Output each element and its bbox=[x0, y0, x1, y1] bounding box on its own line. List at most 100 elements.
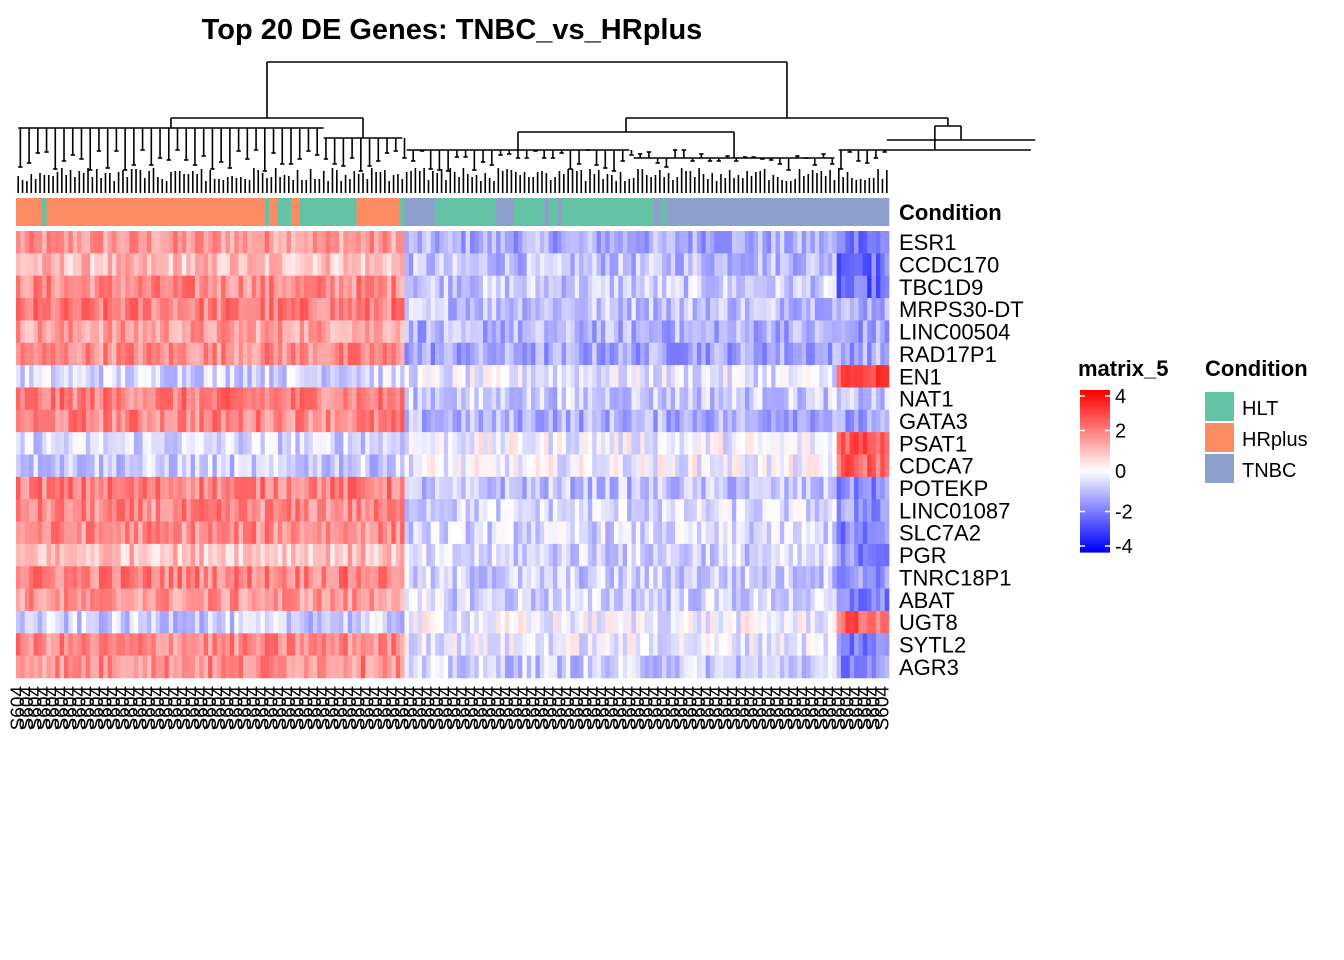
heatmap-cell bbox=[644, 655, 650, 679]
heatmap-cell bbox=[417, 454, 423, 478]
heatmap-cell bbox=[810, 521, 816, 545]
heatmap-cell bbox=[203, 231, 209, 254]
heatmap-cell bbox=[618, 566, 624, 589]
condition-annotation-cell bbox=[622, 198, 628, 226]
color-scale-swatch bbox=[1080, 489, 1110, 494]
heatmap-cell bbox=[587, 298, 593, 321]
heatmap-cell bbox=[133, 499, 139, 522]
heatmap-cell bbox=[24, 521, 30, 545]
heatmap-cell bbox=[814, 476, 820, 500]
heatmap-cell bbox=[42, 365, 47, 388]
heatmap-cell bbox=[483, 476, 488, 500]
heatmap-cell bbox=[208, 566, 213, 589]
heatmap-cell bbox=[59, 231, 65, 254]
heatmap-cell bbox=[330, 409, 335, 433]
heatmap-cell bbox=[37, 320, 43, 344]
heatmap-cell bbox=[823, 476, 829, 500]
heatmap-cell bbox=[810, 387, 816, 411]
heatmap-cell bbox=[391, 432, 397, 455]
heatmap-cell bbox=[836, 409, 842, 433]
heatmap-cell bbox=[683, 275, 689, 299]
heatmap-cell bbox=[234, 454, 239, 478]
heatmap-cell bbox=[77, 387, 82, 411]
heatmap-cell bbox=[256, 610, 261, 634]
heatmap-cell bbox=[72, 275, 78, 299]
heatmap-cell bbox=[391, 298, 397, 321]
heatmap-cell bbox=[448, 543, 453, 567]
heatmap-cell bbox=[596, 499, 602, 522]
heatmap-cell bbox=[20, 432, 26, 455]
heatmap-cell bbox=[360, 543, 366, 567]
heatmap-cell bbox=[762, 566, 768, 589]
heatmap-cell bbox=[574, 521, 580, 545]
heatmap-cell bbox=[221, 387, 226, 411]
heatmap-cell bbox=[421, 588, 427, 612]
heatmap-cell bbox=[448, 253, 453, 276]
heatmap-cell bbox=[72, 365, 78, 388]
heatmap-cell bbox=[854, 610, 859, 634]
heatmap-cell bbox=[526, 409, 532, 433]
heatmap-cell bbox=[138, 454, 143, 478]
heatmap-cell bbox=[120, 633, 126, 656]
heatmap-cell bbox=[849, 655, 855, 679]
heatmap-cell bbox=[862, 387, 868, 411]
heatmap-cell bbox=[469, 342, 475, 366]
heatmap-cell bbox=[461, 231, 466, 254]
heatmap-cell bbox=[461, 320, 466, 344]
heatmap-cell bbox=[168, 253, 174, 276]
heatmap-cell bbox=[164, 231, 170, 254]
heatmap-cell bbox=[50, 432, 56, 455]
heatmap-cell bbox=[849, 387, 855, 411]
heatmap-cell bbox=[832, 387, 837, 411]
heatmap-cell bbox=[339, 566, 344, 589]
heatmap-cell bbox=[456, 320, 462, 344]
heatmap-cell bbox=[810, 275, 816, 299]
heatmap-cell bbox=[788, 521, 794, 545]
heatmap-cell bbox=[395, 499, 401, 522]
heatmap-cell bbox=[592, 409, 597, 433]
condition-annotation-cell bbox=[203, 198, 209, 226]
color-scale-swatch bbox=[1080, 549, 1110, 553]
heatmap-cell bbox=[465, 342, 471, 366]
heatmap-cell bbox=[421, 365, 427, 388]
heatmap-cell bbox=[430, 610, 436, 634]
heatmap-cell bbox=[731, 566, 737, 589]
heatmap-cell bbox=[784, 298, 789, 321]
condition-annotation-cell bbox=[596, 198, 602, 226]
heatmap-cell bbox=[797, 521, 802, 545]
condition-annotation-cell bbox=[832, 198, 837, 226]
condition-annotation-cell bbox=[635, 198, 641, 226]
heatmap-cell bbox=[138, 231, 143, 254]
column-label: S604 bbox=[314, 686, 335, 731]
heatmap-cell bbox=[854, 521, 859, 545]
heatmap-cell bbox=[653, 432, 658, 455]
condition-annotation-cell bbox=[731, 198, 737, 226]
heatmap-cell bbox=[55, 342, 60, 366]
color-scale-swatch bbox=[1080, 457, 1110, 461]
heatmap-cell bbox=[452, 231, 458, 254]
heatmap-cell bbox=[792, 342, 798, 366]
heatmap-cell bbox=[221, 588, 226, 612]
heatmap-cell bbox=[413, 476, 418, 500]
heatmap-cell bbox=[775, 655, 781, 679]
heatmap-cell bbox=[614, 633, 619, 656]
heatmap-cell bbox=[692, 231, 698, 254]
heatmap-cell bbox=[430, 387, 436, 411]
condition-annotation-cell bbox=[395, 198, 401, 226]
heatmap-cell bbox=[112, 610, 117, 634]
heatmap-cell bbox=[173, 432, 178, 455]
heatmap-cell bbox=[762, 655, 768, 679]
heatmap-cell bbox=[845, 275, 851, 299]
column-label: S604 bbox=[226, 686, 247, 731]
color-scale-swatch bbox=[1080, 500, 1110, 504]
heatmap-cell bbox=[500, 476, 506, 500]
heatmap-cell bbox=[155, 253, 161, 276]
heatmap-cell bbox=[522, 521, 528, 545]
heatmap-cell bbox=[98, 253, 104, 276]
heatmap-cell bbox=[766, 387, 772, 411]
heatmap-cell bbox=[666, 499, 672, 522]
heatmap-cell bbox=[666, 320, 672, 344]
heatmap-cell bbox=[705, 454, 711, 478]
heatmap-cell bbox=[16, 633, 21, 656]
heatmap-cell bbox=[692, 409, 698, 433]
